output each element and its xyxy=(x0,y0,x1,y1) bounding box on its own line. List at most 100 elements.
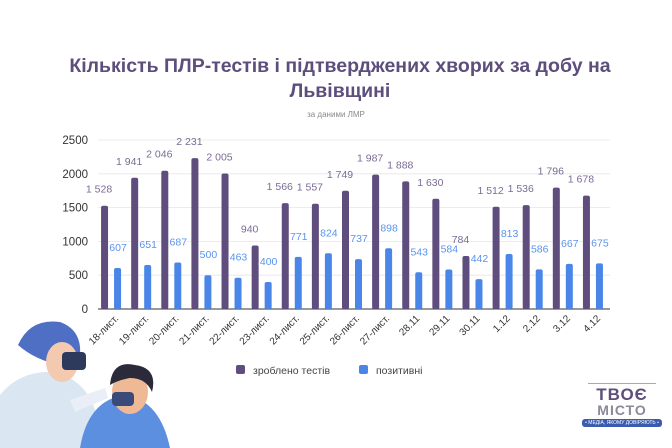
bar-positive xyxy=(385,248,393,309)
logo-line1: ТВОЄ xyxy=(596,385,648,404)
bar-tests xyxy=(402,181,410,309)
x-tick-label: 24-лист. xyxy=(268,313,302,347)
x-tick-label: 19-лист. xyxy=(117,313,151,347)
tvoe-misto-logo: ТВОЄ МІСТО • МЕДІА, ЯКОМУ ДОВІРЯЮТЬ • xyxy=(582,383,662,427)
x-tick-label: 1.12 xyxy=(491,313,513,335)
bar-tests xyxy=(552,187,560,309)
data-label: 1 749 xyxy=(327,169,353,181)
bar-tests xyxy=(492,206,500,309)
x-tick-label: 20-лист. xyxy=(147,313,181,347)
data-label: 1 678 xyxy=(568,174,594,186)
bar-tests xyxy=(432,198,440,309)
bar-positive xyxy=(415,272,423,309)
x-tick-label: 25-лист. xyxy=(298,313,332,347)
data-label: 667 xyxy=(561,238,579,250)
data-label: 687 xyxy=(170,237,188,249)
y-tick-label: 2000 xyxy=(62,169,88,181)
data-label: 898 xyxy=(380,222,398,234)
bar-positive xyxy=(324,253,332,309)
y-tick-label: 500 xyxy=(69,270,88,282)
data-label: 1 941 xyxy=(116,156,142,168)
bar-tests xyxy=(522,205,530,309)
data-label: 1 987 xyxy=(357,153,383,165)
data-label: 400 xyxy=(260,256,278,268)
bar-positive xyxy=(174,262,182,309)
y-tick-label: 1000 xyxy=(62,236,88,248)
legend-swatch-tests xyxy=(236,365,245,374)
bar-positive xyxy=(264,281,272,309)
bar-tests xyxy=(161,170,169,309)
chart-legend: зроблено тестів позитивні xyxy=(236,365,422,377)
x-tick-label: 27-лист. xyxy=(358,313,392,347)
data-label: 1 566 xyxy=(267,181,293,193)
data-label: 584 xyxy=(441,244,459,256)
bar-tests xyxy=(101,205,109,309)
bar-positive xyxy=(114,267,122,309)
bar-tests xyxy=(281,203,289,309)
bar-tests xyxy=(131,177,139,309)
bar-tests xyxy=(251,245,259,309)
bar-positive xyxy=(595,263,603,309)
bar-tests xyxy=(342,190,349,309)
data-label: 1 630 xyxy=(417,177,443,189)
bar-tests xyxy=(191,158,199,309)
y-tick-label: 0 xyxy=(82,304,88,316)
data-label: 1 536 xyxy=(508,183,534,195)
legend-label-positive: позитивні xyxy=(375,365,423,377)
legend-label-tests: зроблено тестів xyxy=(253,365,331,377)
data-label: 784 xyxy=(452,234,470,246)
data-label: 2 005 xyxy=(206,151,232,163)
bar-positive xyxy=(355,259,362,309)
data-label: 2 231 xyxy=(176,136,202,148)
data-label: 771 xyxy=(290,231,308,243)
x-tick-label: 29.11 xyxy=(428,313,453,338)
data-label: 1 888 xyxy=(387,159,413,171)
doctor-patient-illustration xyxy=(0,321,170,448)
x-tick-label: 28.11 xyxy=(397,313,422,338)
data-label: 442 xyxy=(471,253,489,265)
x-tick-label: 23-лист. xyxy=(238,313,272,347)
data-label: 675 xyxy=(591,237,609,249)
data-label: 543 xyxy=(410,246,428,258)
data-label: 607 xyxy=(109,242,127,254)
data-label: 1 528 xyxy=(86,184,112,196)
bar-tests xyxy=(582,195,590,309)
data-label: 737 xyxy=(350,233,368,245)
data-label: 1 512 xyxy=(477,185,503,197)
bar-positive xyxy=(294,256,302,309)
bar-positive xyxy=(505,254,513,309)
x-tick-label: 21-лист. xyxy=(178,313,212,347)
y-tick-label: 2500 xyxy=(62,135,88,147)
data-label: 1 557 xyxy=(297,182,323,194)
bar-positive xyxy=(445,269,453,309)
logo-tagline: • МЕДІА, ЯКОМУ ДОВІРЯЮТЬ • xyxy=(582,419,662,427)
bar-positive xyxy=(565,263,573,309)
x-tick-label: 3.12 xyxy=(551,313,573,335)
y-tick-label: 1500 xyxy=(62,203,88,215)
bar-positive xyxy=(535,269,543,309)
bar-tests xyxy=(311,203,319,309)
x-tick-label: 30.11 xyxy=(458,313,483,338)
x-tick-label: 18-лист. xyxy=(87,313,121,347)
x-tick-label: 22-лист. xyxy=(208,313,242,347)
data-label: 940 xyxy=(241,223,259,235)
x-tick-label: 2.12 xyxy=(521,313,543,335)
bar-positive xyxy=(475,279,483,309)
data-label: 500 xyxy=(200,249,218,261)
bar-positive xyxy=(144,264,152,309)
bar-tests xyxy=(221,173,229,309)
data-label: 586 xyxy=(531,243,549,255)
data-label: 651 xyxy=(139,239,157,251)
x-tick-label: 26-лист. xyxy=(328,313,362,347)
logo-line2: МІСТО xyxy=(597,402,647,418)
data-label: 1 796 xyxy=(538,166,564,178)
legend-swatch-positive xyxy=(358,365,368,374)
data-label: 813 xyxy=(501,228,519,240)
x-tick-label: 4.12 xyxy=(582,313,604,335)
data-label: 824 xyxy=(320,227,338,239)
data-label: 463 xyxy=(230,252,248,264)
chart-subtitle: за даними ЛМР xyxy=(307,110,365,119)
chart-title: Кількість ПЛР-тестів і підтверджених хво… xyxy=(69,55,611,102)
bar-positive xyxy=(204,275,212,309)
